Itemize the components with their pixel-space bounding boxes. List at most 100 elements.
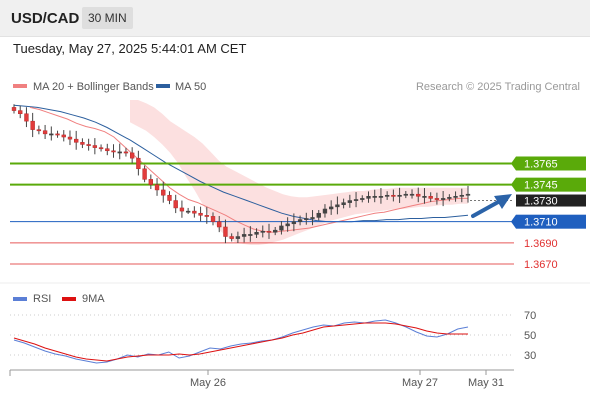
timeframe-badge[interactable]: 30 MIN xyxy=(82,7,133,29)
candle xyxy=(210,212,216,226)
rsi-tick-50: 50 xyxy=(524,330,536,342)
ma20-line xyxy=(29,106,468,233)
candlestick-series xyxy=(11,104,471,244)
candle xyxy=(316,210,321,221)
rsi-tick-30: 30 xyxy=(524,350,536,362)
candle xyxy=(179,200,185,218)
candle xyxy=(74,130,79,150)
candle xyxy=(366,191,371,203)
level-labels: 1.3765 1.3745 1.3730 1.3710 1.3690 1.3670 xyxy=(511,156,586,271)
rsi-legend-label: RSI xyxy=(33,293,51,305)
candle xyxy=(440,191,446,207)
candle xyxy=(24,107,29,128)
candle xyxy=(136,150,141,176)
candle xyxy=(260,225,265,238)
candle xyxy=(273,226,278,236)
bollinger-band-layer xyxy=(130,100,468,245)
chart-datetime: Tuesday, May 27, 2025 5:44:01 AM CET xyxy=(13,41,247,56)
candle xyxy=(329,200,334,215)
candle xyxy=(372,189,377,203)
candle xyxy=(36,125,42,135)
candle xyxy=(322,204,328,218)
candle xyxy=(142,165,147,183)
candle xyxy=(92,138,98,155)
candle xyxy=(248,226,253,242)
x-tick-label-0: May 26 xyxy=(190,377,226,389)
candle xyxy=(204,207,209,224)
rsi-legend-swatch xyxy=(13,297,27,301)
candle xyxy=(235,231,241,243)
candle xyxy=(297,215,303,226)
bollinger-band-fill xyxy=(130,100,468,245)
candle xyxy=(198,206,203,222)
candle xyxy=(30,112,35,138)
candle xyxy=(129,147,135,164)
moving-average-layer xyxy=(13,104,469,233)
forecast-arrow xyxy=(471,194,512,218)
level-support-1-3690-label: 1.3690 xyxy=(524,238,558,250)
symbol-title: USD/CAD xyxy=(11,10,80,27)
candle xyxy=(378,188,384,204)
candle xyxy=(241,227,247,243)
candle xyxy=(67,130,73,146)
candle xyxy=(229,233,234,242)
candle xyxy=(42,124,48,140)
candle xyxy=(310,210,315,226)
candle xyxy=(291,213,297,232)
candle xyxy=(304,212,309,225)
candle xyxy=(80,138,85,149)
level-resistance-1-3765-pointer xyxy=(511,156,516,171)
candle xyxy=(409,189,415,199)
candle xyxy=(353,192,359,208)
candle xyxy=(161,181,166,203)
level-resistance-1-3745-pointer xyxy=(511,177,516,192)
candle xyxy=(105,143,110,156)
candle xyxy=(217,215,222,233)
candle xyxy=(61,130,66,142)
candle xyxy=(453,191,458,202)
candle xyxy=(279,221,284,235)
rsi-tick-70: 70 xyxy=(524,310,536,322)
candle xyxy=(384,191,390,200)
candle xyxy=(285,217,290,232)
candle xyxy=(428,192,433,203)
ma50-legend-label: MA 50 xyxy=(175,81,206,93)
candle xyxy=(447,194,452,202)
candle xyxy=(49,126,54,141)
candle xyxy=(192,206,197,218)
candle xyxy=(86,138,91,151)
rsi-line xyxy=(13,319,469,364)
candle xyxy=(185,207,191,214)
candle xyxy=(266,223,272,239)
candle xyxy=(397,187,402,203)
level-pivot-1-3710-pointer xyxy=(511,214,516,229)
ma50-legend-swatch xyxy=(156,84,170,88)
x-tick-label-1: May 27 xyxy=(402,377,438,389)
candle xyxy=(223,219,228,244)
rsi-tick-labels: 70 50 30 xyxy=(524,310,536,362)
candle xyxy=(11,104,17,114)
candle xyxy=(422,188,427,204)
ma20-legend-label: MA 20 + Bollinger Bands xyxy=(33,81,154,93)
candle xyxy=(173,194,178,214)
candle xyxy=(167,191,172,205)
copyright-text: Research © 2025 Trading Central xyxy=(416,81,580,93)
candle xyxy=(459,188,464,203)
level-resistance-1-3765-label: 1.3765 xyxy=(524,158,558,170)
candle xyxy=(403,191,408,199)
candle xyxy=(335,196,340,215)
level-current-1-3730-label: 1.3730 xyxy=(524,196,558,208)
chart-header: USD/CAD 30 MIN xyxy=(0,0,590,37)
level-pivot-1-3710-tag xyxy=(516,214,586,229)
level-lines xyxy=(10,162,514,265)
level-pivot-1-3710-label: 1.3710 xyxy=(524,217,558,229)
nine-ma-legend-label: 9MA xyxy=(82,293,105,305)
x-tick-label-2: May 31 xyxy=(468,377,504,389)
candle xyxy=(341,198,346,209)
rsi-lines xyxy=(13,319,469,364)
candle xyxy=(18,105,23,119)
candle xyxy=(254,228,259,239)
candle xyxy=(434,192,440,205)
candle xyxy=(123,147,129,157)
